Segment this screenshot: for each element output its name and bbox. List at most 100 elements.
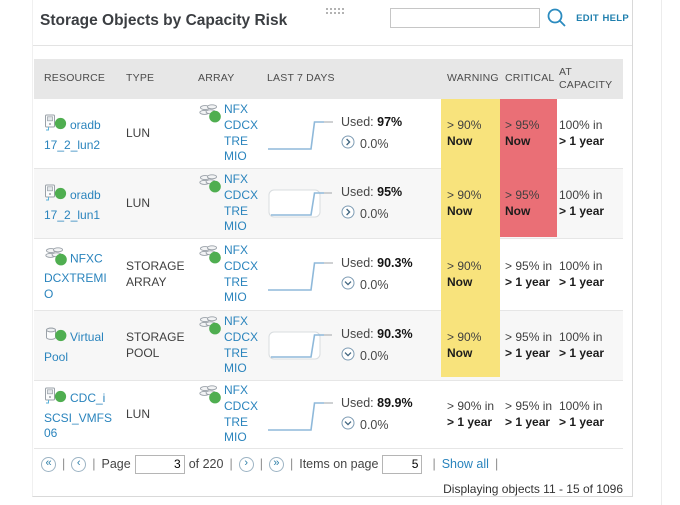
- column-header-resource[interactable]: RESOURCE: [44, 72, 106, 85]
- items-on-page-input[interactable]: [382, 454, 423, 474]
- critical-cell-line2: > 1 year: [505, 274, 551, 289]
- widget-titlebar: Storage Objects by Capacity Risk EDIT HE…: [33, 0, 632, 46]
- separator: |: [62, 457, 66, 471]
- lun-icon: [45, 387, 67, 404]
- last7days-cell: Used: 95% 0.0%: [263, 182, 441, 226]
- green-status-dot: [55, 253, 67, 266]
- warning-cell: > 90% in > 1 year: [441, 399, 500, 430]
- used-block: Used: 90.3% 0.0%: [341, 255, 413, 294]
- used-label: Used:: [341, 327, 374, 342]
- warning-highlight-band: [441, 99, 500, 377]
- resource-link[interactable]: NFXC DCXTREMIO: [44, 251, 107, 301]
- first-page-button[interactable]: «: [41, 456, 56, 472]
- column-header-critical[interactable]: CRITICAL: [505, 72, 555, 85]
- used-block: Used: 97% 0.0%: [341, 114, 402, 153]
- show-all-link[interactable]: Show all: [441, 457, 489, 471]
- column-header-at-capacity[interactable]: AT CAPACITY: [559, 65, 613, 91]
- table-header-row: RESOURCE TYPE ARRAY LAST 7 DAYS WARNING …: [34, 59, 623, 99]
- table-row: Virtual Pool STORAGE POOL NFX CDCXTRE MIO…: [34, 311, 623, 381]
- column-header-array[interactable]: ARRAY: [198, 72, 235, 85]
- warning-cell-line1: > 90% in: [447, 398, 495, 413]
- column-header-warning[interactable]: WARNING: [447, 72, 499, 85]
- separator: |: [259, 457, 263, 471]
- resource-cell: NFXC DCXTREMIO: [34, 246, 119, 303]
- page-number-input[interactable]: [134, 454, 185, 474]
- used-value: 89.9%: [377, 396, 413, 411]
- used-value: 90.3%: [377, 327, 413, 342]
- table-row: NFXC DCXTREMIO STORAGE ARRAY NFX CDCXTRE …: [34, 239, 623, 311]
- last-page-button[interactable]: »: [268, 456, 284, 472]
- array-link[interactable]: NFX CDCXTRE MIO: [224, 383, 259, 445]
- array-cell: NFX CDCXTRE MIO: [191, 383, 263, 445]
- separator: |: [289, 457, 294, 471]
- warning-cell-line2: > 1 year: [447, 414, 493, 429]
- page-title: Storage Objects by Capacity Risk: [40, 12, 288, 29]
- array-link[interactable]: NFX CDCXTRE MIO: [224, 243, 259, 305]
- storage-array-icon: [199, 245, 221, 264]
- previous-page-button[interactable]: ‹: [71, 456, 87, 472]
- usage-sparkline: [268, 120, 333, 150]
- page-count-label: of 220: [188, 457, 224, 471]
- resource-link[interactable]: oradb 17_2_lun2: [44, 117, 101, 152]
- storage-array-icon: [198, 316, 222, 341]
- last7days-cell: Used: 90.3% 0.0%: [263, 253, 441, 297]
- array-link[interactable]: NFX CDCXTRE MIO: [224, 314, 259, 376]
- used-block: Used: 90.3% 0.0%: [341, 326, 413, 365]
- warning-cell: > 90% Now: [441, 188, 500, 219]
- used-block: Used: 95% 0.0%: [341, 184, 402, 223]
- critical-cell-line1: > 95% in: [505, 258, 553, 273]
- storage-pool-icon: [46, 327, 67, 342]
- critical-highlight-band: [500, 99, 557, 237]
- down-chevron-circle-icon: [341, 416, 355, 429]
- array-link[interactable]: NFX CDCXTRE MIO: [224, 102, 259, 164]
- storage-array-icon: [198, 174, 222, 199]
- storage-array-icon: [199, 316, 221, 335]
- type-cell: STORAGE POOL: [126, 329, 185, 360]
- used-value: 90.3%: [377, 256, 413, 271]
- resource-cell: CDC_i SCSI_VMFS 06: [34, 387, 119, 442]
- used-block: Used: 89.9% 0.0%: [341, 395, 413, 434]
- next-page-button[interactable]: ›: [238, 456, 254, 472]
- used-label: Used:: [341, 185, 374, 200]
- down-chevron-circle-icon: [341, 416, 360, 434]
- used-value: 95%: [377, 185, 403, 200]
- pagination-bar: « | ‹ | Page of 220 | › | » | Items on p…: [34, 449, 623, 479]
- search-input[interactable]: [390, 8, 540, 28]
- at-capacity-cell: 100% in > 1 year: [557, 118, 623, 149]
- edit-link[interactable]: EDIT: [576, 13, 599, 24]
- warning-cell-line2: Now: [447, 133, 473, 148]
- at-capacity-cell-line1: 100% in: [559, 117, 603, 132]
- storage-objects-widget: Storage Objects by Capacity Risk EDIT HE…: [32, 0, 633, 497]
- critical-cell-line1: > 95% in: [505, 329, 553, 344]
- resource-link[interactable]: oradb 17_2_lun1: [44, 187, 101, 222]
- table-row: CDC_i SCSI_VMFS 06 LUN NFX CDCXTRE MIO Us…: [34, 381, 623, 449]
- at-capacity-cell-line2: > 1 year: [559, 274, 605, 289]
- critical-cell-line2: Now: [505, 133, 531, 148]
- lun-icon: [44, 387, 68, 411]
- usage-sparkline: [268, 189, 332, 217]
- usage-sparkline: [268, 401, 333, 431]
- storage-array-icon: [45, 246, 67, 266]
- right-chevron-circle-icon: [341, 205, 360, 223]
- resource-cell: oradb 17_2_lun1: [34, 184, 119, 223]
- down-chevron-circle-icon: [341, 347, 355, 360]
- usage-sparkline: [268, 261, 333, 291]
- drag-handle-icon[interactable]: [326, 3, 344, 21]
- column-header-last7days[interactable]: LAST 7 DAYS: [267, 72, 335, 85]
- green-status-dot: [209, 323, 221, 335]
- green-status-dot: [209, 111, 221, 123]
- type-cell: LUN: [126, 406, 151, 421]
- trend-value: 0.0%: [360, 417, 389, 432]
- items-on-page-label: Items on page: [299, 457, 379, 471]
- resource-link[interactable]: Virtual Pool: [44, 329, 104, 364]
- array-link[interactable]: NFX CDCXTRE MIO: [224, 172, 259, 234]
- resource-link[interactable]: CDC_i SCSI_VMFS 06: [44, 391, 113, 441]
- lun-icon: [45, 114, 67, 131]
- green-status-dot: [209, 252, 221, 264]
- column-header-type[interactable]: TYPE: [126, 72, 155, 85]
- help-link[interactable]: HELP: [602, 13, 629, 24]
- search-icon[interactable]: [546, 7, 568, 34]
- warning-cell: > 90% Now: [441, 259, 500, 290]
- page-column-divider: [661, 0, 662, 505]
- at-capacity-cell: 100% in > 1 year: [557, 188, 623, 219]
